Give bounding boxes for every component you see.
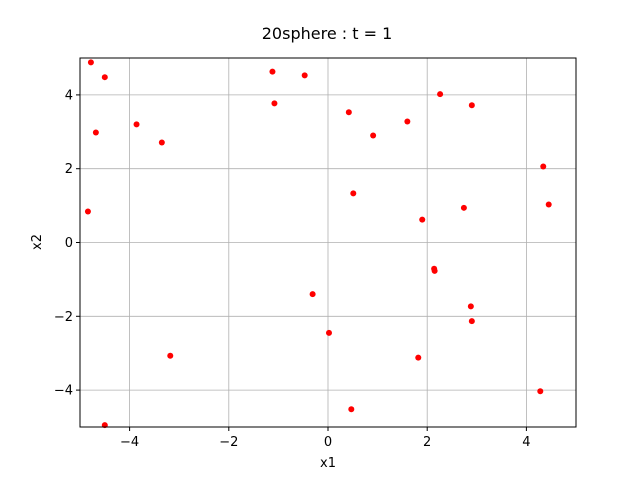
data-point <box>87 59 94 66</box>
y-tick-label: −4 <box>54 384 73 399</box>
data-point <box>269 68 276 75</box>
y-axis-label: x2 <box>30 234 45 250</box>
data-point <box>467 303 474 310</box>
x-tick-label: 2 <box>423 435 431 450</box>
data-point <box>309 291 316 298</box>
data-point <box>468 318 475 325</box>
x-tick-label: 4 <box>522 435 530 450</box>
x-tick-label: −2 <box>219 435 238 450</box>
data-point <box>415 354 422 361</box>
x-tick-label: −4 <box>120 435 139 450</box>
data-point <box>545 201 552 208</box>
data-point <box>537 388 544 395</box>
data-point <box>133 121 140 128</box>
data-point <box>348 406 355 413</box>
data-point <box>271 100 278 107</box>
data-point <box>167 352 174 359</box>
gridlines <box>80 58 576 427</box>
data-point <box>404 118 411 125</box>
data-point <box>325 329 332 336</box>
data-point <box>370 132 377 139</box>
y-tick-label: −2 <box>54 310 73 325</box>
x-axis-label: x1 <box>320 456 336 471</box>
data-point <box>437 91 444 98</box>
data-point <box>301 72 308 79</box>
data-point <box>419 216 426 223</box>
data-point <box>350 190 357 197</box>
data-point <box>84 208 91 215</box>
data-point <box>345 109 352 116</box>
data-point <box>101 74 108 81</box>
data-point <box>92 129 99 136</box>
x-tick-label: 0 <box>324 435 332 450</box>
chart-title: 20sphere : t = 1 <box>262 24 393 43</box>
data-points <box>84 59 552 429</box>
axis-ticks: −4 −2 0 2 4 −4 −2 0 2 4 <box>54 88 531 450</box>
data-point <box>540 163 547 170</box>
data-point <box>460 204 467 211</box>
data-point <box>158 139 165 146</box>
data-point <box>431 267 438 274</box>
y-tick-label: 2 <box>65 162 73 177</box>
y-tick-label: 0 <box>65 236 73 251</box>
data-point <box>468 102 475 109</box>
y-tick-label: 4 <box>65 88 73 103</box>
